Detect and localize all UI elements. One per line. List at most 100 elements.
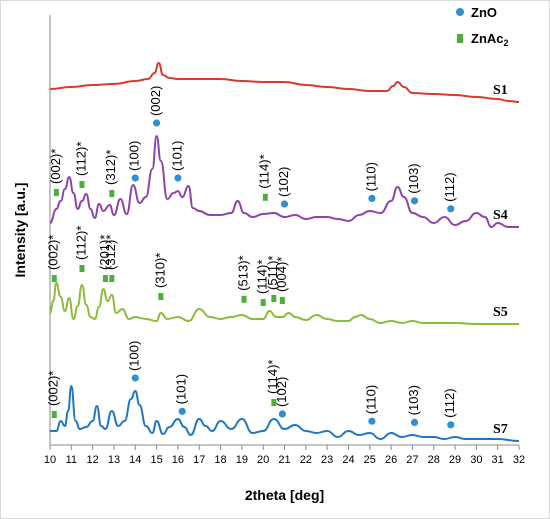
znac-peak-label: (004)* [274,257,289,292]
znac-marker [241,295,247,303]
zno-peak-label: (112) [442,172,457,201]
zno-marker [178,407,186,415]
x-tick-label: 19 [236,454,248,466]
znac-marker [51,275,57,282]
znac-marker [109,190,115,197]
x-tick-label: 32 [513,454,525,466]
x-tick-label: 28 [428,454,440,466]
zno-peak-label: (102) [274,377,289,407]
y-axis-title: Intensity [a.u.] [12,183,28,278]
zno-marker [368,194,376,202]
x-tick-label: 14 [129,454,141,466]
x-tick-label: 22 [300,454,312,466]
series-label-s7: S7 [493,422,508,437]
zno-marker [447,205,455,213]
zno-marker [131,374,139,382]
znac-peak-label: (114)* [265,360,280,394]
zno-peak-label: (110) [363,162,378,191]
zno-peak-label: (002) [148,86,163,116]
series-line-s4 [49,135,519,228]
series-label-s4: S4 [493,208,508,223]
znac-peak-label: (002)* [48,149,63,184]
legend-znac-subscript: 2 [504,38,509,48]
zno-marker [174,174,182,182]
znac-marker [79,181,85,188]
legend-zno-marker [456,8,464,16]
x-tick-label: 17 [193,454,205,466]
znac-marker [79,265,85,272]
znac-peak-label: (201)* [97,235,112,270]
x-tick-label: 11 [66,454,77,466]
znac-marker [260,299,266,306]
zno-marker [278,410,286,418]
zno-peak-label: (101) [174,374,189,404]
znac-peak-label: (002)* [46,371,61,406]
znac-peak-label: (002)* [46,235,61,270]
x-tick-label: 31 [492,454,504,466]
series-layer [49,62,520,442]
legend-znac-text: ZnAc [471,31,504,46]
zno-peak-label: (100) [127,141,142,171]
x-tick-label: 26 [385,454,397,466]
znac-peak-label: (114)* [255,260,270,294]
x-tick-label: 16 [172,454,184,466]
series-line-s7 [50,385,520,442]
znac-peak-label: (112)* [73,142,88,176]
x-tick-label: 23 [321,454,333,466]
znac-marker [53,189,59,196]
znac-peak-label: (312)* [103,235,118,270]
zno-peak-label: (102) [276,167,291,197]
x-tick-label: 18 [214,454,226,466]
znac-marker [279,297,285,304]
znac-marker [262,193,268,201]
zno-peak-label: (110) [363,385,378,414]
zno-peak-label: (100) [127,341,142,371]
znac-peak-label: (114)* [257,154,272,188]
x-tick-label: 13 [108,454,120,466]
x-tick-label: 25 [364,454,376,466]
x-tick-label: 15 [150,454,162,466]
zno-peak-label: (103) [406,385,421,415]
series-label-s5: S5 [493,305,508,320]
label-layer: S1 S4 S5 S7 [493,83,508,437]
znac-peak-label: (112)* [73,226,88,260]
x-tick-label: 21 [278,454,290,466]
znac-marker [158,293,164,300]
znac-marker [102,275,108,282]
zno-marker [280,200,289,208]
znac-peak-label: (513)* [235,255,250,290]
zno-marker [131,174,139,182]
axes: 10 11 12 13 14 15 16 17 18 19 20 21 22 23 24 25 26 27 28 29… [12,15,525,503]
x-tick-label: 27 [406,454,418,466]
legend-znac-label: ZnAc2 [471,31,509,48]
zno-peak-label: (101) [169,141,184,171]
marker-layer: (100) (002) (101) (102) (110) (103) (112) (100)… [46,86,457,429]
series-line-s1 [49,62,520,103]
x-axis-title: 2theta [deg] [245,487,324,503]
legend-zno-label: ZnO [471,5,497,20]
zno-marker [368,417,376,425]
x-tick-label: 24 [342,454,354,466]
x-tick-label: 12 [87,454,99,466]
x-tick-label: 10 [44,454,56,466]
x-tick-label: 29 [449,454,461,466]
zno-marker [152,119,161,127]
zno-peak-label: (112) [442,388,457,417]
znac-peak-label: (312)* [103,150,118,185]
legend-znac-marker [457,34,463,43]
series-line-s5 [49,282,519,325]
znac-marker [109,275,115,282]
znac-peak-label: (511)* [265,256,280,290]
legend: ZnO ZnAc2 [456,5,509,48]
x-tick-label: 30 [470,454,482,466]
zno-marker [410,418,419,426]
zno-marker [447,421,455,429]
zno-peak-label: (103) [406,163,421,193]
znac-marker [51,411,57,418]
znac-marker [271,399,277,406]
series-label-s1: S1 [493,83,508,98]
zno-marker [410,197,419,205]
znac-marker [271,295,277,302]
